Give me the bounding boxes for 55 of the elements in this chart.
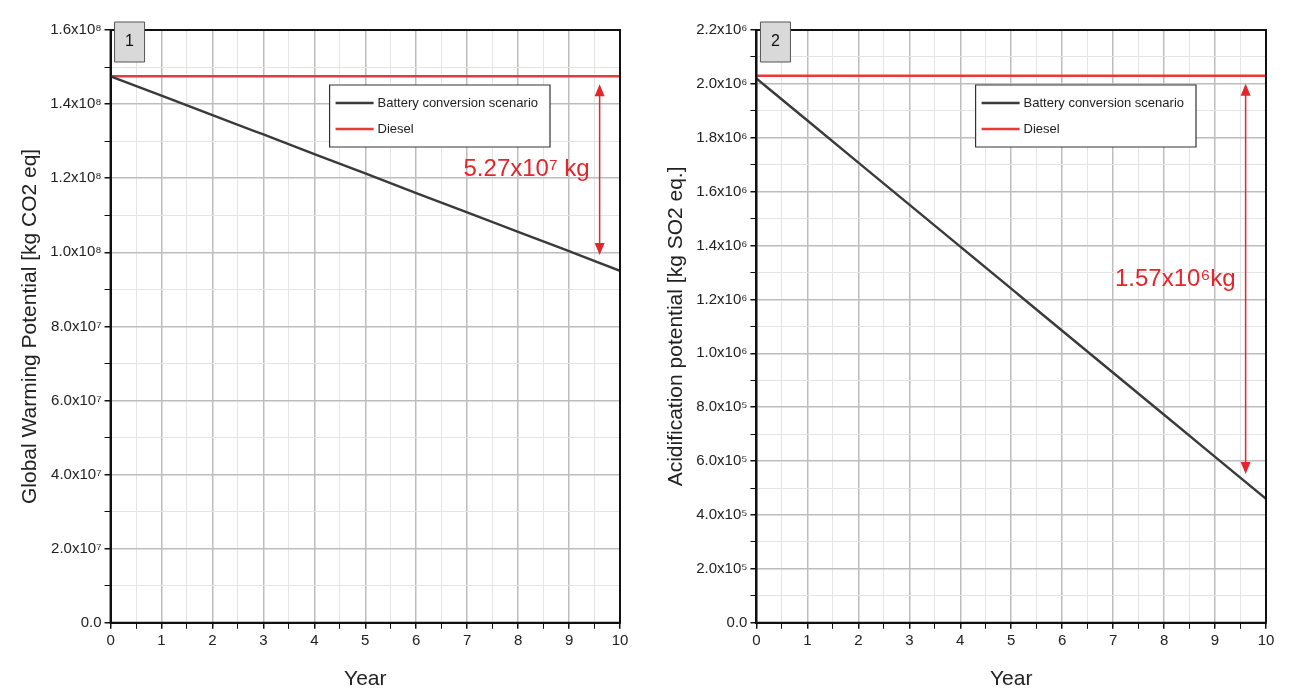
y-tick-label: 0.0 (80, 612, 102, 630)
legend-label: Battery conversion scenario (1023, 94, 1185, 110)
y-tick-label: 4.0x10⁷ (51, 464, 102, 482)
y-tick-label: 6.0x10⁷ (51, 390, 102, 408)
y-tick-label: 1.6x10⁶ (696, 181, 748, 199)
x-tick-label: 4 (956, 630, 965, 648)
y-tick-label: 6.0x10⁵ (696, 451, 748, 469)
y-tick-label: 1.8x10⁶ (696, 127, 748, 145)
y-axis-title: Acidification potential [kg SO2 eq.] (663, 166, 687, 487)
x-tick-label: 5 (1007, 630, 1016, 648)
x-tick-label: 1 (803, 630, 812, 648)
y-tick-label: 2.0x10⁶ (696, 74, 748, 92)
y-tick-label: 4.0x10⁵ (696, 505, 748, 523)
x-axis-title: Year (990, 666, 1033, 690)
x-tick-label: 7 (1108, 630, 1118, 648)
x-axis-title: Year (344, 666, 387, 690)
x-tick-label: 1 (157, 630, 166, 648)
y-tick-label: 1.4x10⁸ (50, 94, 102, 112)
y-tick-label: 1.0x10⁶ (696, 343, 748, 361)
y-tick-label: 8.0x10⁷ (51, 316, 102, 334)
legend-label: Diesel (1023, 120, 1060, 136)
x-tick-label: 9 (1210, 630, 1220, 648)
y-tick-label: 1.2x10⁶ (696, 289, 748, 307)
x-tick-label: 3 (905, 630, 914, 648)
x-tick-label: 3 (259, 630, 268, 648)
x-tick-label: 7 (463, 630, 472, 648)
y-tick-label: 1.4x10⁶ (696, 235, 748, 253)
annotation: 1.57x10⁶kg (1114, 263, 1236, 291)
y-tick-label: 1.0x10⁸ (50, 242, 102, 260)
chart-title: 2 (771, 32, 780, 50)
x-tick-label: 4 (310, 630, 319, 648)
x-tick-label: 8 (513, 630, 523, 648)
legend-label: Battery conversion scenario (377, 94, 539, 110)
y-tick-label: 2.0x10⁵ (696, 559, 748, 577)
x-tick-label: 6 (1058, 630, 1067, 648)
annotation: 5.27x10⁷ kg (463, 154, 590, 182)
x-tick-label: 10 (1257, 630, 1275, 648)
x-tick-label: 2 (854, 630, 863, 648)
y-tick-label: 1.6x10⁸ (50, 20, 102, 38)
x-tick-label: 10 (611, 630, 629, 648)
x-tick-label: 6 (412, 630, 421, 648)
y-axis-title: Global Warming Potential [kg CO2 eq] (17, 148, 41, 505)
y-tick-label: 1.2x10⁸ (50, 168, 102, 186)
y-tick-label: 0.0 (726, 612, 748, 630)
x-tick-label: 8 (1159, 630, 1169, 648)
x-tick-label: 2 (208, 630, 217, 648)
y-tick-label: 2.2x10⁶ (696, 20, 748, 38)
y-tick-label: 8.0x10⁵ (696, 397, 748, 415)
y-tick-label: 2.0x10⁷ (51, 538, 102, 556)
chart-title: 1 (125, 32, 135, 50)
x-tick-label: 9 (564, 630, 574, 648)
legend-label: Diesel (377, 120, 414, 136)
x-tick-label: 0 (106, 630, 115, 648)
x-tick-label: 5 (361, 630, 370, 648)
x-tick-label: 0 (752, 630, 761, 648)
